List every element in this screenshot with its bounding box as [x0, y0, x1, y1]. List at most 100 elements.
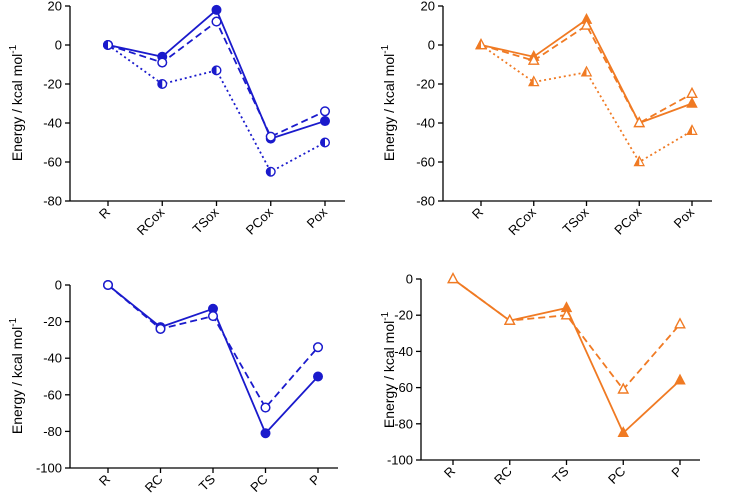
x-tick-label: Pox [304, 204, 331, 231]
data-point-dotted-TSox-half [581, 66, 587, 76]
chart-panel-3: 0 -20 -40 -60 -80 -100 R RC TS PC P Energy / kcal m… [8, 278, 338, 496]
data-point-dashed-P [674, 317, 686, 329]
y-axis-title: Energy / kcal mol-1 [380, 44, 397, 161]
y-tick-label: -60 [416, 155, 435, 170]
data-point-solid-P [674, 373, 686, 385]
data-point-dashed-R [447, 272, 459, 284]
data-point-solid-Pox [320, 116, 331, 127]
y-tick-label: -100 [36, 461, 62, 476]
x-tick-label: TSox [190, 204, 222, 236]
series-line-dashed [107, 284, 319, 409]
x-tick-label: TS [549, 463, 572, 486]
chart-panel-4: 0 -20 -40 -60 -80 -100 R RC TS PC P Energy / kcal m… [380, 272, 700, 487]
y-tick-label: -20 [394, 308, 413, 323]
x-tick-label: PCox [243, 204, 276, 237]
series-line-dashed [107, 20, 326, 138]
y-axis-title: Energy / kcal mol-1 [8, 44, 25, 161]
y-axis-title-text: Energy / kcal mol [381, 321, 397, 428]
data-point-dotted-PCox-half [634, 156, 640, 166]
data-point-solid-Pox [686, 96, 698, 108]
y-tick-label: 20 [421, 0, 435, 14]
y-tick-label: 0 [428, 38, 435, 53]
y-tick-label: -20 [43, 314, 62, 329]
y-tick-label: -80 [43, 194, 62, 209]
x-tick-label: P [668, 464, 685, 481]
y-tick-label: -40 [43, 116, 62, 131]
series-line-dotted [107, 44, 326, 173]
y-axis-title-sup: -1 [380, 44, 391, 53]
data-point-dashed-PC [260, 402, 271, 413]
y-tick-label: -80 [416, 194, 435, 209]
data-point-dashed-RCox [527, 53, 540, 65]
x-tick-label: P [306, 472, 323, 489]
data-point-dotted-PCox-half [266, 167, 271, 177]
data-point-dotted-TSox [580, 65, 593, 77]
data-point-dotted-R-half [476, 39, 481, 49]
data-point-dotted-Pox [320, 137, 331, 148]
series-line-dashed [480, 24, 693, 124]
series-dashed [102, 16, 331, 142]
data-point-dashed-TSox [211, 16, 222, 27]
data-point-dotted-Pox-half [320, 138, 325, 147]
x-tick-label: RCox [505, 204, 539, 238]
y-axis-title: Energy / kcal mol-1 [380, 311, 397, 428]
series-dashed [102, 279, 324, 413]
data-point-dashed-TSox [580, 18, 593, 30]
y-tick-label: -100 [387, 453, 413, 468]
data-point-dotted-TSox-half [212, 66, 217, 75]
y-axis-title-text: Energy / kcal mol [9, 54, 25, 161]
x-tick-label: PCox [611, 204, 644, 237]
chart-panel-1: 20 0 -20 -40 -60 -80 R RCox TSox PCox Pox Energy / … [8, 0, 345, 238]
series-dashed [475, 18, 698, 128]
data-point-dotted-R-half [103, 40, 108, 50]
data-point-dashed-TS [207, 311, 219, 322]
y-axis-title-text: Energy / kcal mol [9, 327, 25, 434]
data-point-dashed-PC [617, 382, 630, 394]
data-point-dashed-Pox [319, 106, 331, 117]
data-point-dashed-RCox [157, 57, 168, 68]
data-point-dashed-PCox [265, 131, 276, 142]
series-line-dashed [452, 278, 681, 391]
data-point-dashed-R [102, 279, 114, 291]
series-dotted [102, 40, 331, 177]
y-tick-label: -40 [43, 351, 62, 366]
y-tick-label: 0 [406, 272, 413, 287]
data-point-dotted-RCox-half [529, 76, 534, 86]
x-tick-label: PC [605, 464, 628, 487]
y-tick-label: -60 [394, 380, 413, 395]
data-point-dotted-TSox [211, 65, 222, 76]
data-point-dashed-RC [503, 313, 516, 325]
y-axis-title-sup: -1 [380, 311, 391, 320]
x-tick-label: TSox [560, 204, 592, 236]
data-point-solid-P [313, 371, 324, 382]
data-point-dashed-PCox [633, 116, 646, 128]
y-axis-title-sup: -1 [8, 317, 19, 326]
series-solid [447, 272, 686, 438]
data-point-dotted-RCox [157, 78, 168, 89]
x-tick-label: R [441, 464, 458, 481]
data-point-dotted-R [102, 40, 113, 51]
x-tick-label: TS [196, 471, 219, 494]
data-point-dotted-RCox [528, 75, 540, 87]
y-tick-label: -20 [43, 77, 62, 92]
data-point-dashed-TS [560, 308, 573, 320]
x-tick-label: Pox [671, 204, 698, 231]
y-axis-title-sup: -1 [8, 44, 19, 53]
data-point-dashed-P [312, 342, 324, 353]
y-tick-label: -40 [394, 344, 413, 359]
x-tick-label: R [96, 472, 113, 489]
y-tick-label: -80 [394, 416, 413, 431]
y-tick-label: -40 [416, 116, 435, 131]
x-tick-label: RCox [134, 204, 168, 238]
data-point-dotted-RCox-half [157, 79, 163, 89]
series-line-dotted [480, 44, 693, 163]
chart-panel-2: 20 0 -20 -40 -60 -80 R RCox TSox PCox Pox Energy / … [380, 0, 712, 238]
data-point-solid-TSox [211, 4, 222, 15]
x-tick-label: RC [142, 472, 166, 496]
y-axis-title-text: Energy / kcal mol [381, 54, 397, 161]
y-tick-label: 0 [55, 278, 62, 293]
data-point-dashed-Pox [686, 86, 698, 99]
y-tick-label: -20 [416, 77, 435, 92]
y-tick-label: -60 [43, 387, 62, 402]
